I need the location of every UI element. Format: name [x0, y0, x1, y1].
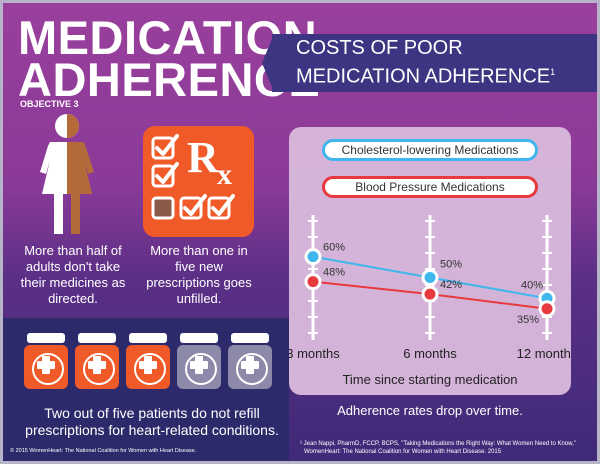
bottle-cap	[129, 333, 167, 343]
rx-letter: R	[187, 133, 219, 182]
banner-title: COSTS OF POOR MEDICATION ADHERENCE1	[296, 36, 596, 89]
chart-caption: Adherence rates drop over time.	[337, 403, 523, 418]
plus-icon	[144, 356, 152, 374]
rx-subletter: x	[217, 158, 232, 191]
data-label: 50%	[440, 259, 462, 271]
stat-rx-text: More than one in five new prescriptions …	[146, 243, 252, 306]
bottle-label	[134, 353, 166, 385]
pill-bottle-icon	[75, 333, 119, 389]
banner	[272, 34, 600, 92]
x-tick-label: 6 months	[403, 346, 457, 361]
bottle-cap	[180, 333, 218, 343]
data-point	[304, 248, 322, 266]
legend-cholesterol: Cholesterol-lowering Medications	[322, 139, 538, 161]
copyright: © 2015 WomenHeart: The National Coalitio…	[10, 448, 197, 454]
bottle-label	[32, 353, 64, 385]
pill-bottle-icon	[24, 333, 68, 389]
prescription-icon: R x	[143, 126, 254, 237]
references: ¹ Jean Nappi, PharmD, FCCP, BCPS, "Takin…	[300, 440, 590, 456]
rx-graphic	[151, 134, 235, 220]
bottle-cap	[27, 333, 65, 343]
plus-icon	[93, 356, 101, 374]
x-tick-label: 12 months	[517, 346, 571, 361]
bottle-cap	[231, 333, 269, 343]
data-point	[421, 285, 439, 303]
data-point	[304, 273, 322, 291]
objective-label: OBJECTIVE 3	[20, 99, 79, 109]
bottle-label	[185, 353, 217, 385]
bottle-label	[236, 353, 268, 385]
data-label: 42%	[440, 279, 462, 291]
pill-bottle-icon	[126, 333, 170, 389]
data-label: 48%	[323, 267, 345, 279]
x-axis-label: Time since starting medication	[342, 372, 517, 387]
legend-blood-pressure: Blood Pressure Medications	[322, 176, 538, 198]
data-label: 60%	[323, 242, 345, 254]
pill-bottle-icon	[177, 333, 221, 389]
plus-icon	[195, 356, 203, 374]
line-chart: 60% 50% 40% 48% 42% 35% 3 months 6 months 12 mon…	[289, 215, 571, 387]
data-point	[421, 269, 439, 286]
x-tick-label: 3 months	[289, 346, 340, 361]
plus-icon	[42, 356, 50, 374]
data-label: 40%	[521, 279, 543, 291]
banner-line1: COSTS OF POOR	[296, 37, 463, 59]
banner-notch	[262, 34, 274, 92]
reference-line2: WomenHeart: The National Coalition for W…	[304, 449, 502, 455]
bottle-cap	[78, 333, 116, 343]
bottle-label	[83, 353, 115, 385]
stat-adults-text: More than half of adults don't take thei…	[20, 243, 126, 306]
data-label: 35%	[517, 314, 539, 326]
stat-bottles-text: Two out of five patients do not refill p…	[25, 405, 279, 438]
pill-bottle-icon	[228, 333, 272, 389]
data-point	[538, 300, 556, 318]
woman-icon	[40, 114, 94, 234]
banner-line2: MEDICATION ADHERENCE	[296, 65, 551, 88]
reference-line1: ¹ Jean Nappi, PharmD, FCCP, BCPS, "Takin…	[300, 441, 576, 447]
banner-sup: 1	[550, 67, 556, 77]
plus-icon	[246, 356, 254, 374]
